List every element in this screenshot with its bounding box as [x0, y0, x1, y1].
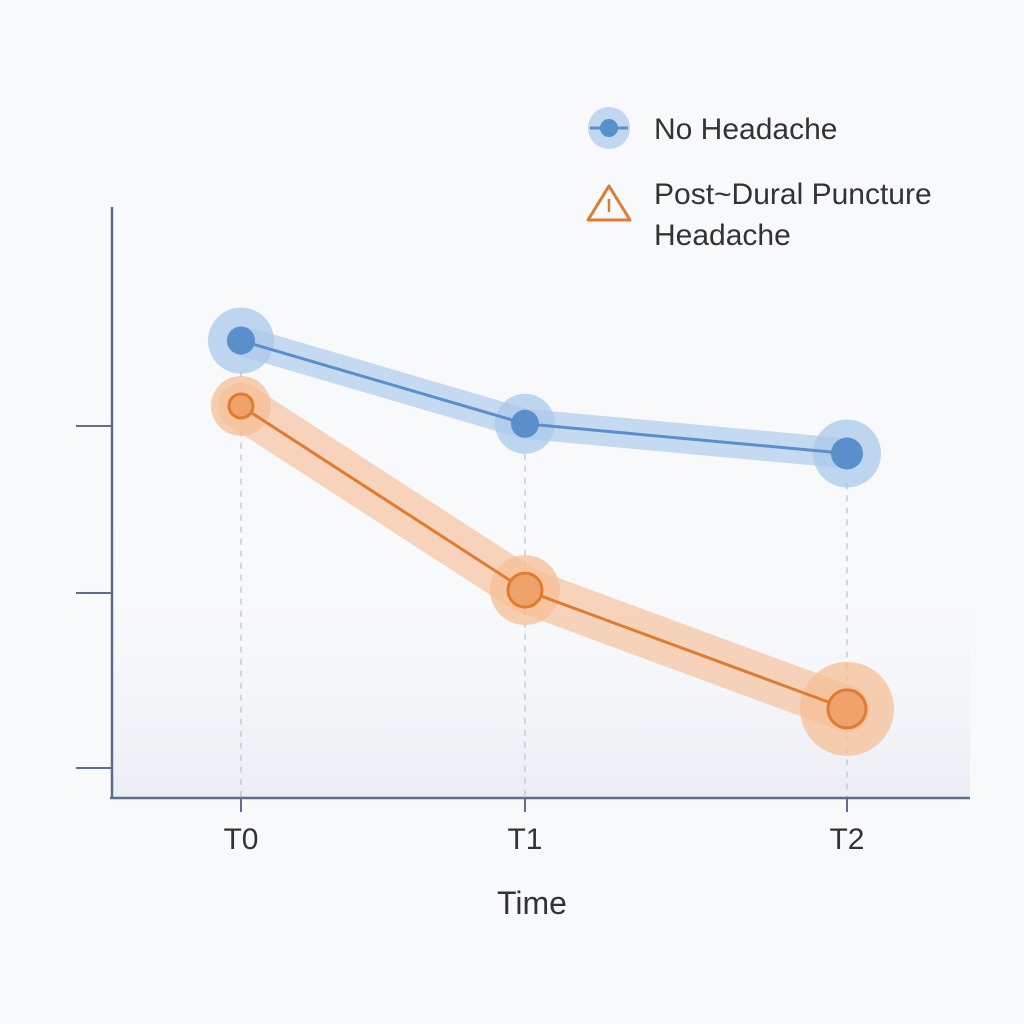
series-layer: [208, 307, 894, 756]
legend-label-line-1: Post~Dural Puncture: [654, 178, 932, 211]
legend-circle-icon: [600, 119, 618, 137]
x-tick-label: T2: [829, 823, 864, 856]
legend-label-line-2: Headache: [654, 219, 791, 252]
vertical-guide-lines: [240, 370, 848, 798]
legend-label: No Headache: [654, 113, 837, 146]
data-point: [227, 326, 255, 355]
legend: No Headache Post~Dural Puncture Headache: [586, 107, 932, 252]
data-point: [831, 437, 863, 470]
data-point: [506, 571, 544, 609]
y-axis-ticks: [76, 425, 112, 769]
x-tick-label: T1: [507, 823, 542, 856]
data-point: [826, 688, 868, 730]
legend-item-no-headache: No Headache: [588, 107, 837, 149]
series-0: [208, 307, 881, 488]
x-tick-label: T0: [223, 823, 258, 856]
x-axis-tick-marks: [240, 798, 848, 812]
warning-triangle-icon: [586, 184, 632, 222]
data-point: [511, 409, 539, 438]
data-point: [227, 392, 255, 420]
x-axis-title: Time: [497, 885, 567, 921]
legend-item-post-dural-puncture-headache: Post~Dural Puncture Headache: [586, 178, 932, 252]
x-axis-tick-labels: T0 T1 T2: [223, 823, 864, 856]
series-1: [211, 375, 894, 756]
